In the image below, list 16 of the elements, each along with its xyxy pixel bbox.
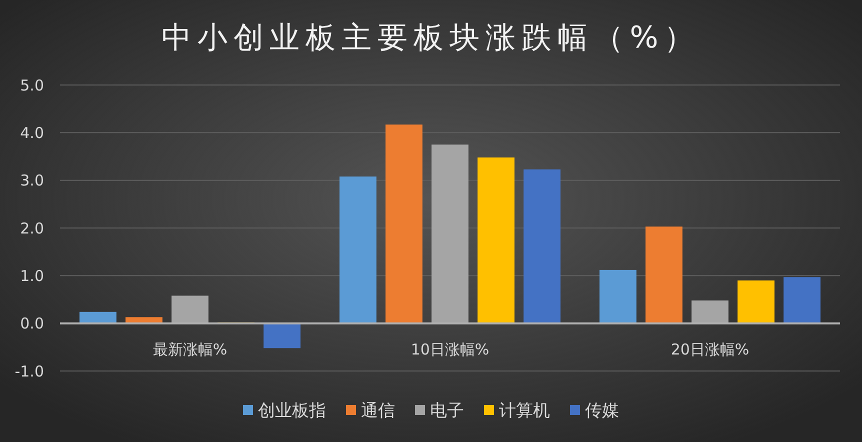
chart-title: 中小创业板主要板块涨跌幅（%）	[162, 20, 700, 56]
legend-label: 电子	[430, 401, 464, 422]
y-tick-label: 5.0	[20, 76, 44, 94]
y-tick-label: 1.0	[20, 266, 44, 285]
legend-label: 计算机	[499, 401, 550, 422]
x-tick-label: 20日涨幅%	[670, 340, 750, 359]
y-tick-label: 0.0	[20, 314, 44, 333]
legend-label: 创业板指	[258, 401, 326, 422]
y-tick-label: 2.0	[20, 219, 44, 238]
y-tick-label: 4.0	[20, 124, 44, 142]
legend-label: 通信	[361, 401, 395, 422]
y-tick-label: -1.0	[14, 362, 44, 380]
y-tick-label: 3.0	[20, 172, 44, 190]
legend-label: 传媒	[585, 401, 619, 422]
x-tick-label: 最新涨幅%	[152, 340, 228, 359]
x-tick-label: 10日涨幅%	[410, 340, 490, 359]
